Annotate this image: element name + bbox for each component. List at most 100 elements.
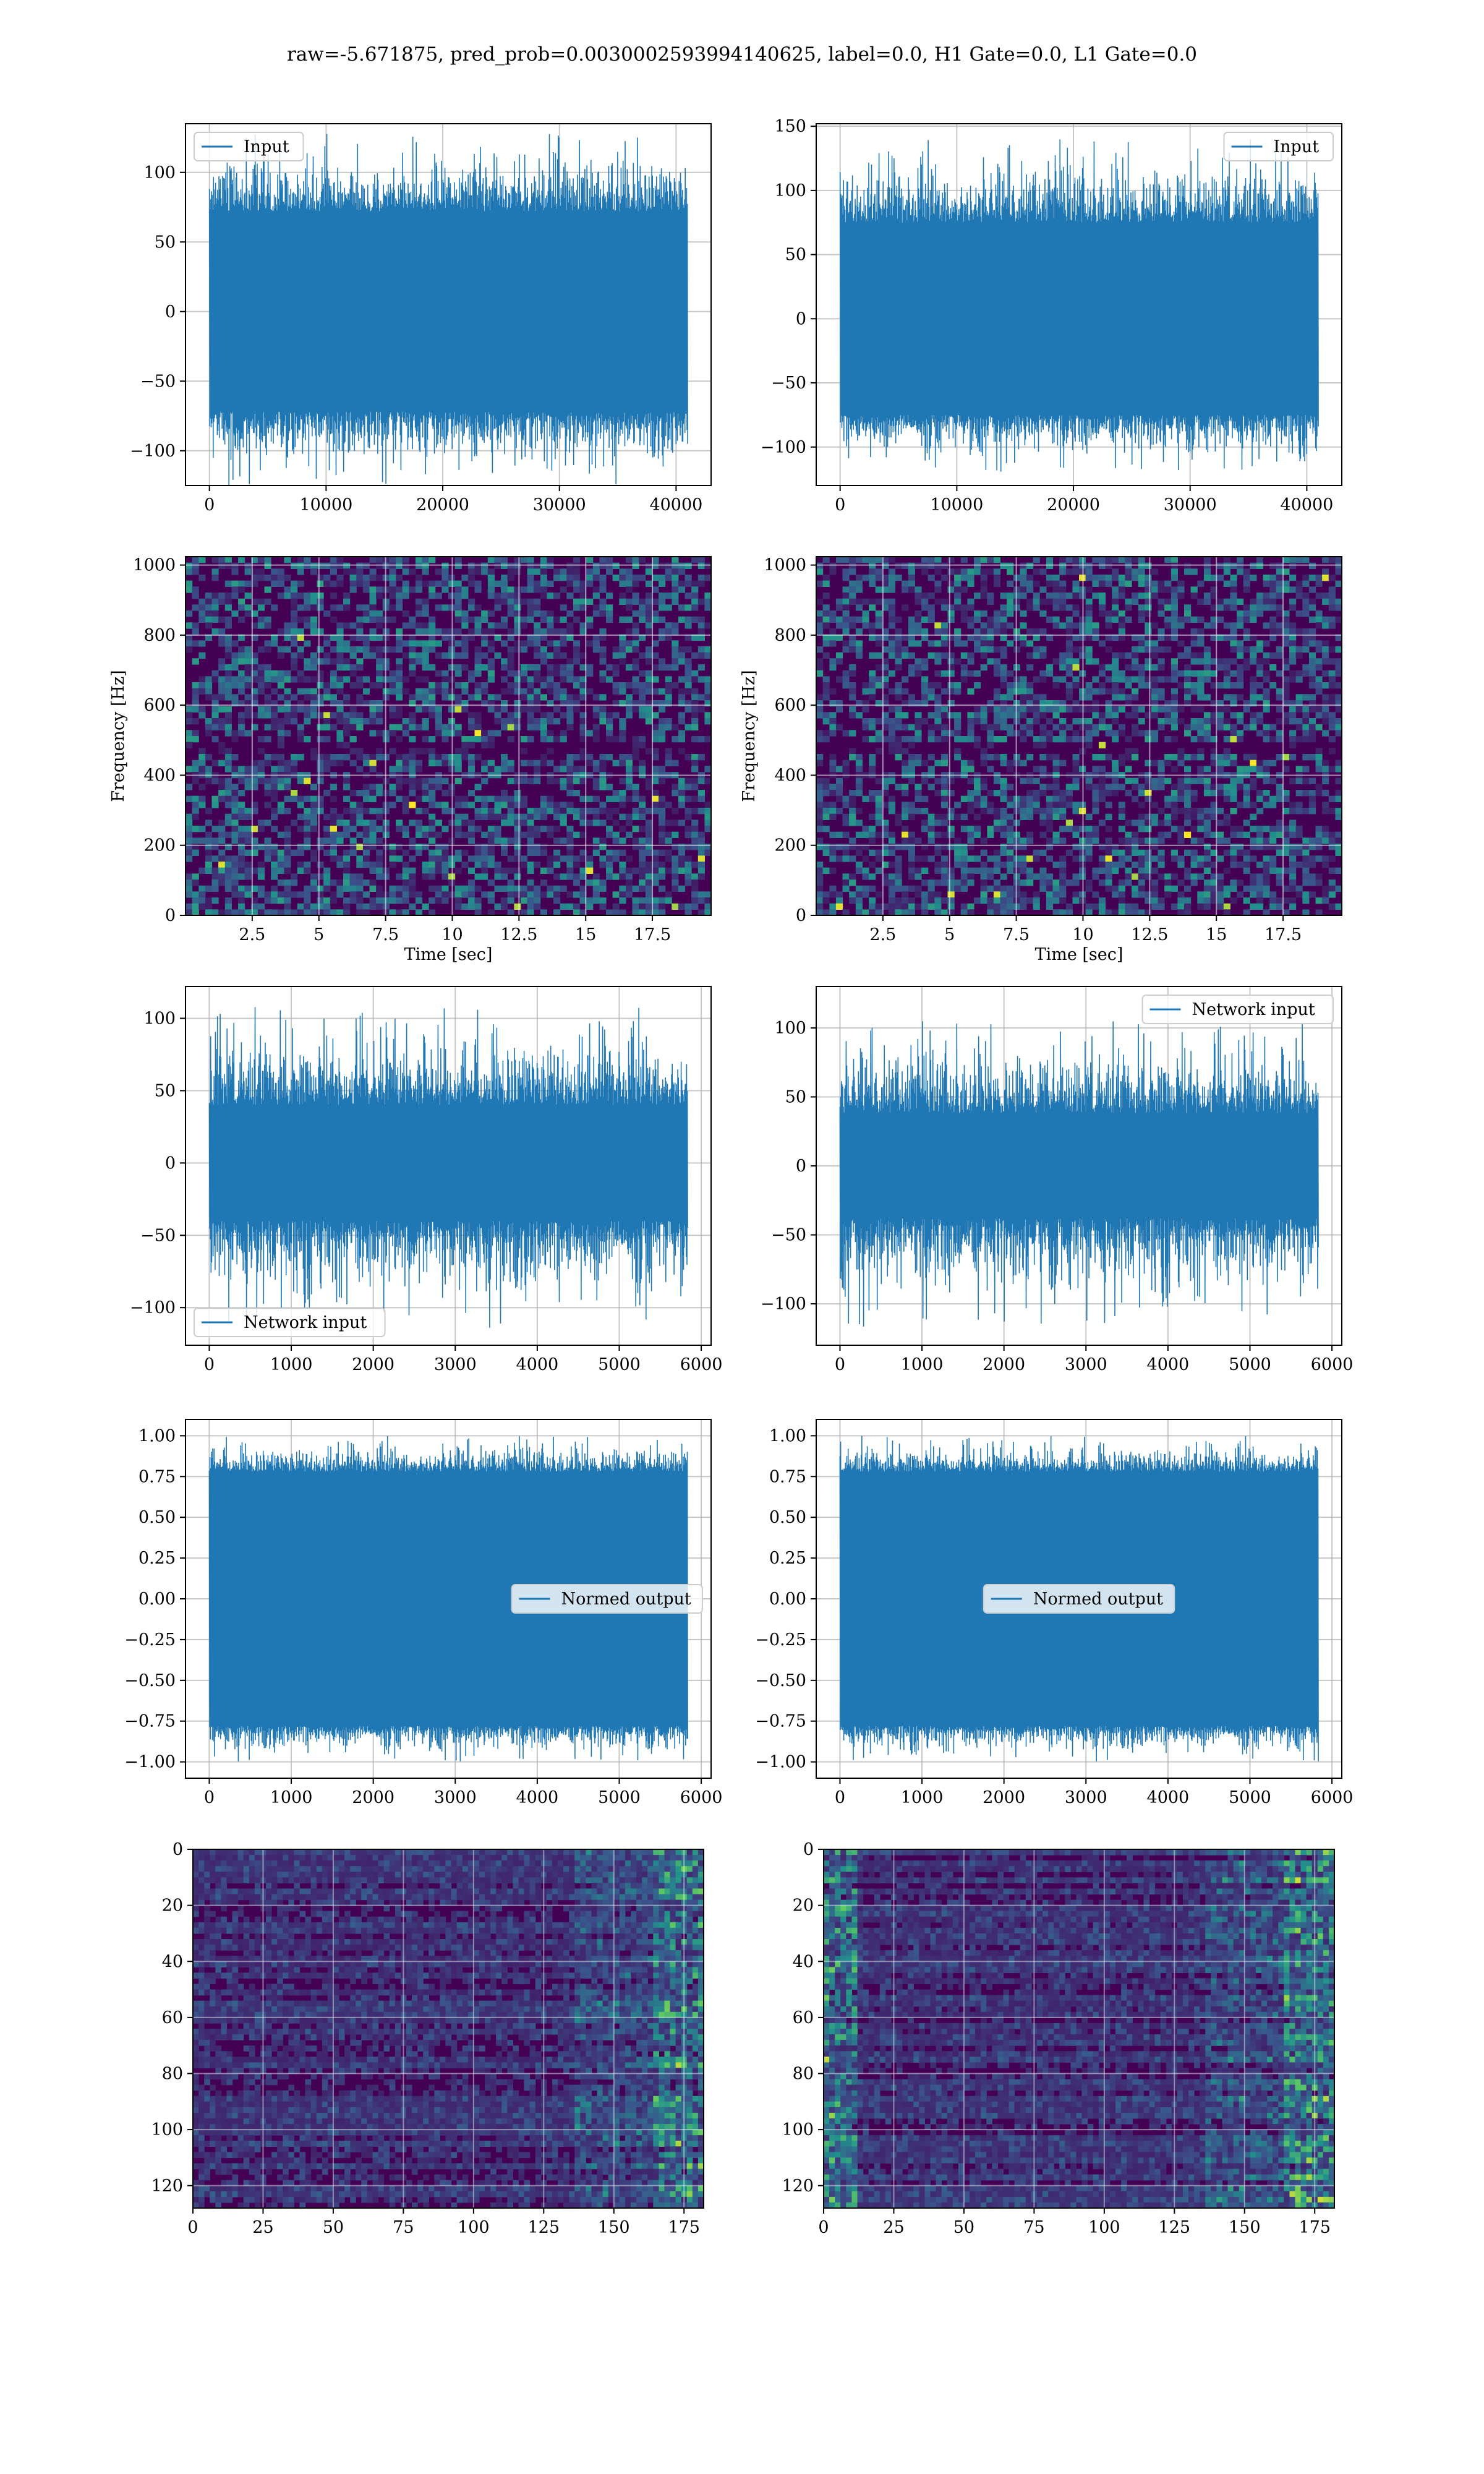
- heatmap-cell: [1125, 748, 1132, 755]
- heatmap-cell: [566, 724, 574, 730]
- heatmap-cell: [514, 813, 521, 820]
- heatmap-cell: [993, 664, 1001, 671]
- heatmap-cell: [816, 808, 824, 815]
- heatmap-cell: [1072, 568, 1080, 575]
- heatmap-cell: [625, 557, 633, 563]
- heatmap-cell: [1092, 837, 1099, 844]
- heatmap-cell: [389, 730, 396, 737]
- heatmap-cell: [993, 575, 1001, 581]
- heatmap-cell: [461, 706, 469, 713]
- heatmap-cell: [960, 604, 968, 611]
- heatmap-cell: [704, 712, 712, 719]
- heatmap-cell: [816, 628, 824, 635]
- heatmap-cell: [238, 826, 245, 833]
- heatmap-cell: [211, 909, 219, 916]
- heatmap-cell: [409, 754, 416, 761]
- heatmap-cell: [481, 688, 488, 695]
- heatmap-cell: [560, 736, 567, 743]
- heatmap-cell: [192, 880, 199, 886]
- heatmap-cell: [297, 813, 304, 820]
- heatmap-cell: [454, 610, 462, 617]
- heatmap-cell: [652, 909, 659, 916]
- heatmap-cell: [1072, 604, 1080, 611]
- heatmap-cell: [849, 754, 856, 761]
- heatmap-cell: [1230, 700, 1237, 707]
- heatmap-cell: [435, 754, 442, 761]
- heatmap-cell: [369, 897, 377, 904]
- heatmap-cell: [915, 754, 922, 761]
- heatmap-cell: [1230, 622, 1237, 629]
- heatmap-cell: [895, 754, 902, 761]
- heatmap-cell: [1112, 557, 1119, 563]
- heatmap-cell: [284, 903, 291, 910]
- heatmap-cell: [974, 706, 981, 713]
- heatmap-cell: [625, 640, 633, 647]
- x-tick-label: 10000: [299, 495, 352, 515]
- heatmap-cell: [1190, 652, 1198, 659]
- heatmap-cell: [317, 844, 324, 850]
- heatmap-cell: [257, 748, 265, 755]
- heatmap-cell: [1046, 718, 1054, 725]
- heatmap-cell: [415, 694, 423, 701]
- heatmap-cell: [560, 873, 567, 880]
- heatmap-cell: [1276, 831, 1283, 838]
- heatmap-cell: [336, 580, 344, 587]
- heatmap-cell: [520, 813, 528, 820]
- heatmap-cell: [1302, 628, 1310, 635]
- heatmap-cell: [1132, 706, 1139, 713]
- heatmap-cell: [198, 616, 206, 623]
- heatmap-cell: [665, 760, 672, 766]
- heatmap-cell: [592, 562, 600, 569]
- heatmap-cell: [960, 652, 968, 659]
- heatmap-cell: [1145, 730, 1152, 737]
- heatmap-cell: [888, 670, 896, 677]
- heatmap-cell: [534, 628, 541, 635]
- heatmap-cell: [1256, 831, 1264, 838]
- heatmap-cell: [186, 891, 193, 898]
- heatmap-cell: [632, 682, 639, 689]
- heatmap-cell: [429, 640, 436, 647]
- heatmap-cell: [612, 712, 620, 719]
- heatmap-cell: [974, 646, 981, 653]
- heatmap-cell: [218, 795, 226, 802]
- heatmap-cell: [1085, 658, 1093, 665]
- heatmap-cell: [566, 844, 574, 850]
- heatmap-cell: [1223, 562, 1230, 569]
- heatmap-cell: [927, 575, 935, 581]
- heatmap-cell: [586, 568, 594, 575]
- heatmap-cell: [599, 885, 607, 892]
- heatmap-cell: [415, 658, 423, 665]
- heatmap-cell: [1322, 826, 1329, 833]
- heatmap-cell: [429, 813, 436, 820]
- heatmap-cell: [816, 616, 824, 623]
- heatmap-cell: [323, 682, 331, 689]
- heatmap-cell: [704, 903, 712, 910]
- heatmap-cell: [514, 670, 521, 677]
- heatmap-cell: [888, 736, 896, 743]
- heatmap-cell: [678, 580, 686, 587]
- heatmap-cell: [297, 580, 304, 587]
- heatmap-cell: [960, 813, 968, 820]
- heatmap-cell: [599, 646, 607, 653]
- heatmap-cell: [960, 575, 968, 581]
- heatmap-cell: [271, 640, 278, 647]
- heatmap-cell: [1105, 724, 1112, 730]
- heatmap-cell: [323, 688, 331, 695]
- heatmap-cell: [435, 867, 442, 874]
- heatmap-cell: [514, 557, 521, 563]
- heatmap-cell: [1033, 580, 1040, 587]
- heatmap-cell: [1237, 562, 1244, 569]
- heatmap-cell: [218, 880, 226, 886]
- heatmap-cell: [927, 640, 935, 647]
- heatmap-cell: [672, 790, 679, 797]
- heatmap-cell: [211, 760, 219, 766]
- heatmap-cell: [257, 736, 265, 743]
- heatmap-cell: [822, 736, 830, 743]
- heatmap-cell: [829, 568, 837, 575]
- heatmap-cell: [1190, 795, 1198, 802]
- heatmap-cell: [921, 598, 929, 605]
- heatmap-cell: [974, 784, 981, 790]
- heatmap-cell: [514, 622, 521, 629]
- heatmap-cell: [927, 813, 935, 820]
- heatmap-cell: [454, 598, 462, 605]
